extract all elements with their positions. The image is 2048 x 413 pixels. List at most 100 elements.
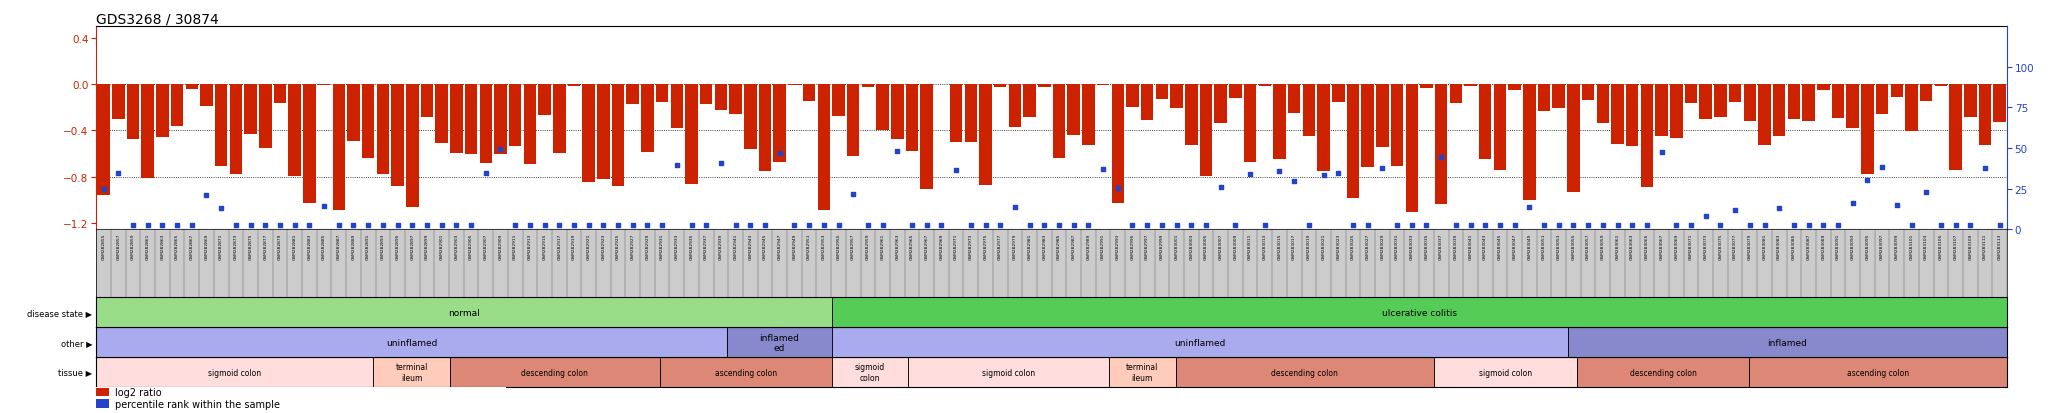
Bar: [1450, 85, 1462, 103]
Text: GSM283057: GSM283057: [1585, 233, 1589, 259]
Bar: [655, 85, 668, 102]
Point: [895, 222, 928, 228]
Text: tissue ▶: tissue ▶: [57, 368, 92, 377]
Bar: [1260, 85, 1272, 87]
Text: sigmoid colon: sigmoid colon: [983, 368, 1034, 377]
Bar: [539, 85, 551, 116]
Point: [793, 222, 825, 228]
Point: [881, 148, 913, 154]
Point: [1145, 222, 1178, 228]
Bar: [201, 85, 213, 106]
Text: GSM282907: GSM282907: [483, 233, 487, 259]
Point: [88, 186, 121, 193]
Bar: [774, 85, 786, 163]
Point: [293, 222, 326, 228]
Text: GSM282957: GSM282957: [852, 233, 856, 259]
Bar: [1464, 85, 1477, 86]
Point: [1894, 222, 1927, 228]
Text: GSM282941: GSM282941: [733, 233, 737, 259]
Bar: [1905, 85, 1917, 132]
Point: [983, 222, 1016, 228]
Bar: [1581, 85, 1595, 101]
Text: GSM282959: GSM282959: [866, 233, 870, 259]
Text: GSM283051: GSM283051: [1542, 233, 1546, 259]
Bar: [436, 85, 449, 144]
Point: [940, 167, 973, 174]
Text: GSM282939: GSM282939: [719, 233, 723, 259]
Point: [852, 222, 885, 228]
Bar: [98, 85, 111, 196]
Text: GSM282905: GSM282905: [469, 233, 473, 259]
Bar: [1831, 85, 1845, 119]
Bar: [1010, 85, 1022, 127]
Point: [1954, 222, 1987, 228]
Point: [1851, 177, 1884, 183]
Point: [1014, 222, 1047, 228]
Bar: [1243, 85, 1255, 162]
Bar: [229, 85, 242, 175]
Point: [969, 222, 1001, 228]
Text: GSM283069: GSM283069: [1675, 233, 1677, 259]
Point: [838, 191, 870, 198]
Text: GSM282915: GSM282915: [543, 233, 547, 259]
Bar: [612, 85, 625, 186]
Bar: [186, 85, 199, 90]
Bar: [627, 85, 639, 104]
Bar: [1700, 85, 1712, 120]
Bar: [686, 85, 698, 185]
Point: [1763, 205, 1796, 212]
Text: GSM283101: GSM283101: [1909, 233, 1913, 259]
Bar: [244, 85, 256, 135]
Bar: [1391, 85, 1403, 167]
Bar: [950, 85, 963, 142]
Bar: [1112, 85, 1124, 204]
Bar: [1509, 85, 1522, 90]
Point: [1321, 170, 1354, 177]
Text: GSM282903: GSM282903: [455, 233, 459, 259]
Text: GSM282859: GSM282859: [131, 233, 135, 259]
Bar: [582, 85, 594, 183]
Point: [1704, 222, 1737, 228]
Bar: [465, 85, 477, 154]
Text: sigmoid colon: sigmoid colon: [1479, 368, 1532, 377]
Bar: [420, 85, 434, 118]
Point: [1542, 222, 1575, 228]
Text: GSM282935: GSM282935: [690, 233, 694, 259]
Text: GSM282963: GSM282963: [895, 233, 899, 259]
Bar: [553, 85, 565, 154]
Bar: [1038, 85, 1051, 88]
Bar: [96, 357, 373, 387]
Text: GSM283033: GSM283033: [1409, 233, 1413, 259]
Point: [690, 222, 723, 228]
Text: sigmoid
colon: sigmoid colon: [854, 363, 885, 382]
Text: GSM282937: GSM282937: [705, 233, 709, 259]
Bar: [1376, 85, 1389, 148]
Text: GSM282949: GSM282949: [793, 233, 797, 259]
Bar: [1479, 85, 1491, 160]
Text: GSM282861: GSM282861: [145, 233, 150, 259]
Text: GSM283071: GSM283071: [1690, 233, 1694, 259]
Text: GSM282925: GSM282925: [616, 233, 621, 259]
Text: GSM282997: GSM282997: [1145, 233, 1149, 259]
Point: [1190, 222, 1223, 228]
Bar: [758, 85, 772, 171]
Bar: [127, 85, 139, 140]
Bar: [1669, 85, 1683, 138]
Bar: [348, 85, 360, 142]
Point: [219, 222, 252, 228]
Bar: [1655, 85, 1667, 137]
Text: GSM282879: GSM282879: [279, 233, 283, 259]
Text: GSM282875: GSM282875: [248, 233, 252, 259]
Point: [1411, 222, 1444, 228]
Bar: [1126, 85, 1139, 108]
Text: GSM283107: GSM283107: [1954, 233, 1958, 259]
Text: GSM282883: GSM282883: [307, 233, 311, 259]
Bar: [1919, 85, 1933, 102]
Point: [1057, 222, 1090, 228]
Point: [1587, 222, 1620, 228]
Text: GSM282951: GSM282951: [807, 233, 811, 259]
Bar: [715, 85, 727, 111]
Bar: [1729, 85, 1741, 103]
Point: [1939, 222, 1972, 228]
Point: [1718, 207, 1751, 214]
